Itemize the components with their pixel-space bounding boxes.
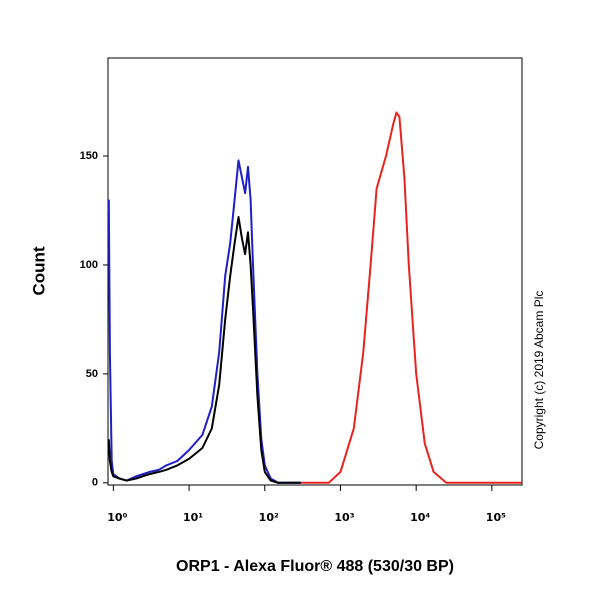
histogram-line xyxy=(300,111,522,484)
x-tick-label: 10⁵ xyxy=(486,511,506,524)
x-tick-label: 10⁴ xyxy=(410,511,430,524)
x-axis-label: ORP1 - Alexa Fluor® 488 (530/30 BP) xyxy=(176,558,454,575)
copyright: Copyright (c) 2019 Abcam Plc xyxy=(532,291,546,450)
x-tick-label: 10³ xyxy=(334,511,354,524)
y-tick-label: 50 xyxy=(86,368,98,380)
histogram-line xyxy=(107,216,301,484)
y-tick-label: 150 xyxy=(80,150,98,162)
x-tick-label: 10⁰ xyxy=(107,511,127,524)
y-tick-label: 100 xyxy=(80,259,98,271)
x-tick-label: 10² xyxy=(259,511,279,524)
x-tick-label: 10¹ xyxy=(183,511,203,524)
plot-frame xyxy=(107,57,523,486)
y-tick-label: 0 xyxy=(92,477,98,489)
y-axis-label: Count xyxy=(29,246,48,295)
histogram-line xyxy=(107,159,301,484)
